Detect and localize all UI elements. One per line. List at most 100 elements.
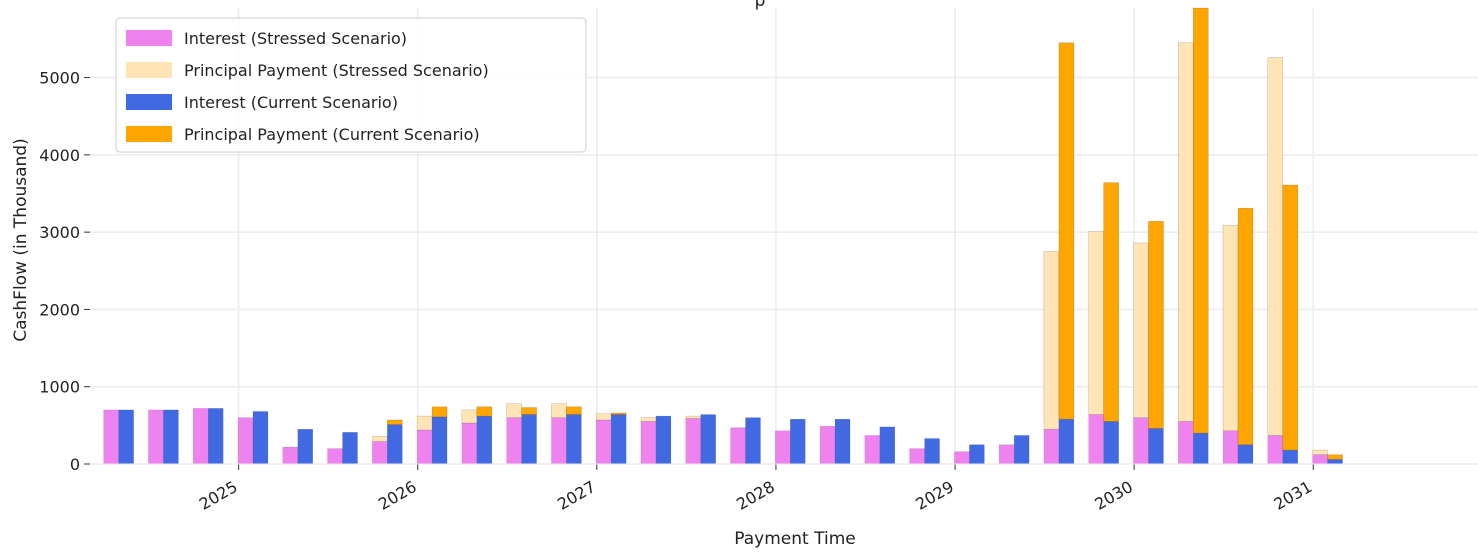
bar-interest-current [252, 411, 269, 465]
bar-principal-stressed [372, 435, 388, 442]
y-tick-label: 4000 [39, 146, 80, 165]
bar-principal-current [1148, 221, 1164, 429]
bar-interest-stressed [1043, 428, 1060, 465]
bar-principal-current [610, 412, 627, 415]
bar-principal-current [1103, 182, 1119, 422]
bar-principal-stressed [416, 415, 433, 431]
x-tick-label: 2028 [733, 477, 778, 514]
bar-principal-stressed [1043, 251, 1060, 430]
bar-interest-stressed [506, 417, 522, 465]
bar-interest-stressed [192, 408, 209, 465]
bar-principal-current [1058, 42, 1075, 420]
bar-principal-stressed [1088, 231, 1104, 415]
bar-interest-current [431, 416, 448, 465]
y-tick-label: 5000 [39, 69, 80, 88]
bar-principal-current [387, 419, 403, 425]
bar-interest-stressed [998, 444, 1015, 465]
legend-label: Interest (Current Scenario) [184, 93, 398, 112]
bar-principal-stressed [1222, 224, 1239, 432]
bar-interest-stressed [595, 419, 612, 465]
bar-principal-stressed [1312, 449, 1328, 455]
bar-interest-current [387, 424, 403, 465]
bar-interest-current [1237, 444, 1254, 465]
bar-principal-stressed [1177, 42, 1194, 422]
legend-label: Principal Payment (Stressed Scenario) [184, 61, 489, 80]
bar-principal-current [476, 406, 493, 417]
bar-interest-current [610, 414, 627, 465]
bar-interest-stressed [461, 422, 478, 465]
y-tick-label: 1000 [39, 378, 80, 397]
bar-interest-current [207, 408, 224, 465]
bar-interest-stressed [416, 429, 433, 465]
legend: Interest (Stressed Scenario) Principal Pa… [115, 17, 587, 153]
legend-items: Interest (Stressed Scenario) Principal Pa… [126, 29, 489, 144]
bar-interest-current [790, 418, 806, 465]
bar-interest-current [118, 409, 134, 465]
bar-interest-stressed [864, 435, 881, 465]
y-axis-label: CashFlow (in Thousand) [11, 138, 31, 341]
bar-interest-current [297, 428, 314, 465]
bars-layer [103, 7, 1343, 465]
bar-principal-stressed [461, 409, 478, 424]
bar-principal-current [1237, 207, 1254, 445]
bar-principal-stressed [595, 413, 612, 421]
legend-label: Principal Payment (Current Scenario) [184, 125, 480, 144]
bar-interest-current [1282, 449, 1299, 465]
bar-interest-stressed [327, 448, 343, 465]
bar-interest-stressed [685, 418, 701, 465]
bar-interest-current [163, 409, 179, 465]
y-tick-label: 2000 [39, 300, 80, 319]
legend-label: Interest (Stressed Scenario) [184, 29, 407, 48]
legend-swatch [126, 126, 172, 142]
x-axis-label: Payment Time [734, 529, 855, 548]
bar-interest-current [655, 415, 672, 465]
bar-interest-current [342, 432, 358, 465]
bar-interest-current [476, 415, 493, 465]
bar-principal-stressed [1133, 242, 1149, 418]
bar-interest-current [521, 414, 537, 465]
bar-interest-stressed [819, 425, 836, 465]
legend-swatch [126, 62, 172, 78]
bar-principal-stressed [506, 403, 522, 418]
x-tick-label: 2031 [1270, 477, 1315, 514]
y-tick-label: 3000 [39, 223, 80, 242]
bar-interest-current [1058, 418, 1075, 465]
bar-interest-current [566, 414, 582, 465]
x-tick-label: 2029 [912, 477, 957, 514]
legend-swatch [126, 30, 172, 46]
bar-interest-current [834, 418, 851, 465]
bar-principal-current [431, 406, 448, 418]
bar-interest-current [1192, 432, 1209, 465]
chart-title: p [755, 0, 766, 11]
bar-interest-stressed [1312, 454, 1328, 465]
bar-interest-current [924, 438, 940, 465]
bar-interest-stressed [1088, 414, 1104, 465]
bar-principal-stressed [685, 415, 701, 419]
bar-principal-current [566, 406, 582, 415]
bar-principal-current [1327, 454, 1343, 460]
bar-interest-current [1148, 428, 1164, 465]
bar-interest-stressed [551, 417, 567, 465]
bar-principal-stressed [640, 417, 657, 422]
bar-interest-stressed [1222, 430, 1239, 465]
bar-interest-stressed [954, 451, 970, 465]
bar-principal-stressed [1267, 57, 1284, 436]
legend-frame [115, 17, 587, 153]
x-tick-label: 2025 [196, 477, 241, 514]
bar-interest-stressed [1267, 435, 1284, 465]
bar-interest-stressed [640, 421, 657, 465]
bar-interest-stressed [909, 448, 925, 465]
bar-interest-current [969, 444, 985, 465]
bar-interest-current [1103, 421, 1119, 465]
x-tick-label: 2026 [375, 477, 420, 514]
bar-interest-stressed [1133, 417, 1149, 465]
bar-principal-stressed [551, 403, 567, 418]
bar-interest-current [700, 414, 716, 465]
bar-interest-current [879, 426, 896, 465]
bar-interest-stressed [1177, 421, 1194, 465]
bar-interest-current [1327, 459, 1343, 465]
bar-interest-current [1013, 435, 1030, 465]
y-tick-label: 0 [70, 455, 80, 474]
